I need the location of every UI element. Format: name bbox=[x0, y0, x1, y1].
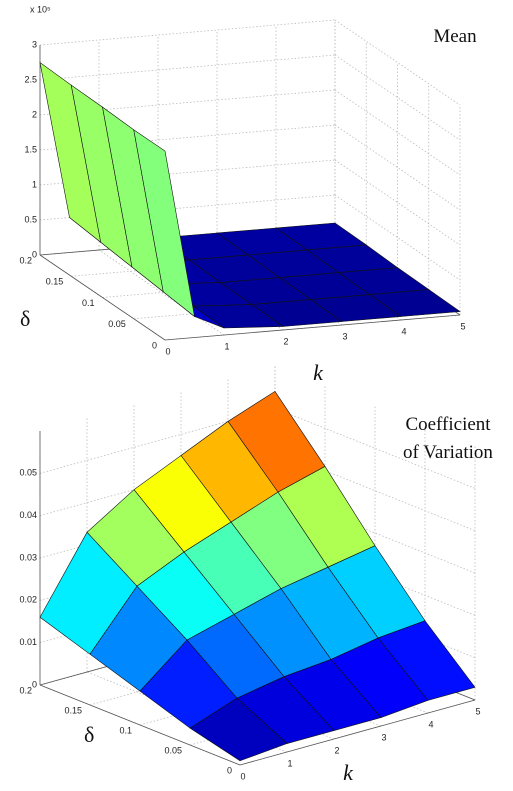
x-tick-label: 1 bbox=[287, 758, 292, 768]
y-tick-label: 0.2 bbox=[19, 255, 32, 265]
axis-line bbox=[39, 254, 166, 341]
z-tick-label: 3 bbox=[32, 39, 37, 49]
x-tick-label: 3 bbox=[342, 331, 347, 341]
z-tick-label: 2 bbox=[32, 109, 37, 119]
z-multiplier: x 10⁵ bbox=[30, 4, 51, 14]
y-tick-label: 0.1 bbox=[119, 725, 132, 735]
y-axis-label: δ bbox=[20, 306, 30, 331]
x-tick-label: 4 bbox=[428, 719, 433, 729]
surface-cell bbox=[133, 129, 195, 318]
z-tick-label: 0.5 bbox=[24, 214, 37, 224]
x-tick-label: 0 bbox=[240, 771, 245, 781]
grid-line bbox=[334, 19, 461, 106]
y-tick-label: 0.2 bbox=[19, 685, 32, 695]
y-tick-label: 0 bbox=[227, 765, 232, 775]
z-tick-label: 0.04 bbox=[19, 510, 37, 520]
y-tick-label: 0.15 bbox=[64, 705, 82, 715]
x-tick-label: 3 bbox=[381, 732, 386, 742]
x-tick-label: 4 bbox=[401, 326, 406, 336]
z-tick-label: 0 bbox=[32, 249, 37, 259]
grid-line bbox=[334, 194, 461, 281]
grid-line bbox=[334, 54, 461, 141]
x-axis-label: k bbox=[343, 760, 354, 785]
surface-chart: 01234500.050.10.150.200.010.020.030.040.… bbox=[19, 366, 493, 785]
z-tick-label: 0.05 bbox=[19, 468, 37, 478]
grid-line bbox=[39, 19, 336, 46]
y-tick-label: 0.1 bbox=[82, 298, 95, 308]
grid-line bbox=[334, 159, 461, 246]
x-tick-label: 2 bbox=[283, 336, 288, 346]
x-tick-label: 0 bbox=[165, 346, 170, 356]
axis-line bbox=[164, 314, 461, 341]
x-tick-label: 5 bbox=[475, 706, 480, 716]
chart-title: Mean bbox=[433, 26, 477, 47]
chart-title: of Variation bbox=[403, 442, 493, 463]
grid-line bbox=[334, 89, 461, 176]
z-tick-label: 0.01 bbox=[19, 637, 37, 647]
z-tick-label: 0 bbox=[32, 679, 37, 689]
z-tick-label: 0.02 bbox=[19, 595, 37, 605]
x-axis-label: k bbox=[313, 360, 324, 385]
z-tick-label: 1 bbox=[32, 179, 37, 189]
y-tick-label: 0.15 bbox=[46, 277, 64, 287]
y-tick-label: 0.05 bbox=[108, 319, 126, 329]
z-tick-label: 1.5 bbox=[24, 144, 37, 154]
y-tick-label: 0 bbox=[152, 340, 157, 350]
axis-line bbox=[39, 684, 241, 766]
chart-title: Coefficient bbox=[405, 414, 491, 435]
x-tick-label: 2 bbox=[334, 745, 339, 755]
surface-chart: 0 1 2 3 4 500.050.10.150.200.511.522.53 Meanx … bbox=[19, 4, 477, 385]
axis-line bbox=[239, 699, 476, 766]
grid-line bbox=[274, 407, 476, 489]
x-tick-label: 5 bbox=[460, 321, 465, 331]
z-tick-label: 2.5 bbox=[24, 74, 37, 84]
y-tick-label: 0.05 bbox=[164, 745, 182, 755]
grid-line bbox=[98, 249, 225, 336]
grid-line bbox=[39, 54, 336, 81]
z-tick-label: 0.03 bbox=[19, 552, 37, 562]
x-tick-label: 1 bbox=[224, 341, 229, 351]
y-axis-label: δ bbox=[84, 722, 94, 747]
grid-line bbox=[334, 124, 461, 211]
surface-cell bbox=[189, 697, 288, 762]
